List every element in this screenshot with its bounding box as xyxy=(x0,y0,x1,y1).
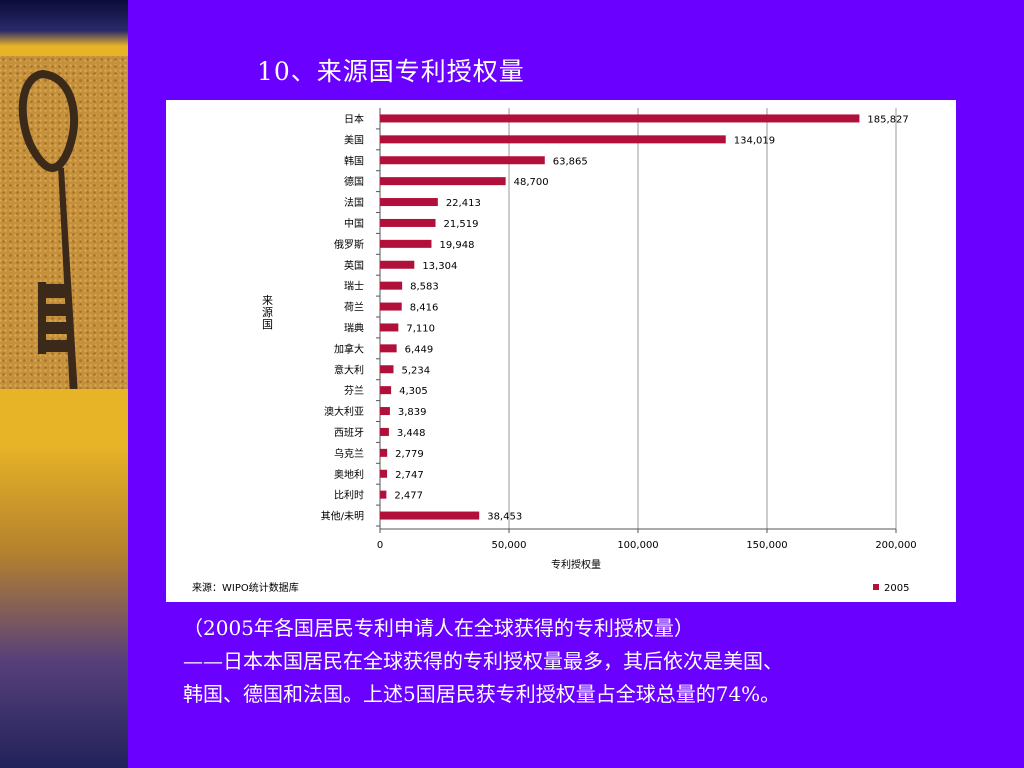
bar xyxy=(380,344,397,353)
legend-swatch xyxy=(873,584,879,590)
category-label: 乌克兰 xyxy=(334,447,364,460)
category-label: 其他/未明 xyxy=(321,510,364,523)
value-label: 8,583 xyxy=(410,282,439,293)
slide-title: 10、来源国专利授权量 xyxy=(257,57,525,86)
bar xyxy=(380,156,545,165)
category-label: 中国 xyxy=(344,217,364,230)
category-label: 加拿大 xyxy=(334,342,364,355)
value-label: 2,747 xyxy=(395,470,424,481)
category-label: 德国 xyxy=(344,175,364,188)
value-label: 134,019 xyxy=(734,135,775,146)
value-label: 3,839 xyxy=(398,407,427,418)
x-tick-label: 150,000 xyxy=(746,540,787,551)
value-label: 19,948 xyxy=(439,240,474,251)
value-label: 63,865 xyxy=(553,156,588,167)
bar xyxy=(380,260,415,269)
bar xyxy=(380,114,860,123)
legend-label: 2005 xyxy=(884,583,909,594)
value-label: 2,477 xyxy=(394,491,423,502)
category-label: 比利时 xyxy=(334,490,364,502)
key-photo xyxy=(0,56,128,389)
category-label: 西班牙 xyxy=(334,427,364,439)
category-label: 日本 xyxy=(344,112,364,125)
value-label: 6,449 xyxy=(405,344,434,355)
category-label: 芬兰 xyxy=(344,384,364,397)
bar xyxy=(380,323,399,332)
value-label: 5,234 xyxy=(402,365,431,376)
category-label: 奥地利 xyxy=(334,468,364,481)
bar xyxy=(380,239,432,248)
value-label: 48,700 xyxy=(514,177,549,188)
value-label: 22,413 xyxy=(446,198,481,209)
category-label: 英国 xyxy=(344,259,364,272)
category-label: 瑞士 xyxy=(344,280,364,293)
bar xyxy=(380,365,394,374)
bar xyxy=(380,281,403,290)
category-label: 俄罗斯 xyxy=(334,238,364,251)
key-icon xyxy=(18,69,79,389)
category-label: 澳大利亚 xyxy=(324,405,364,418)
bar xyxy=(380,177,506,186)
bar xyxy=(380,218,436,227)
category-label: 韩国 xyxy=(344,154,364,167)
category-label: 美国 xyxy=(344,133,364,146)
bar xyxy=(380,302,402,311)
category-label: 意大利 xyxy=(334,363,364,376)
bar xyxy=(380,427,389,436)
value-label: 7,110 xyxy=(406,323,435,334)
value-label: 4,305 xyxy=(399,386,428,397)
caption-line-2: ——日本本国居民在全球获得的专利授权量最多，其后依次是美国、 xyxy=(183,649,783,673)
value-label: 3,448 xyxy=(397,428,426,439)
category-label: 瑞典 xyxy=(344,321,364,334)
x-tick-label: 200,000 xyxy=(875,540,916,551)
value-label: 13,304 xyxy=(422,261,457,272)
value-label: 185,827 xyxy=(867,114,908,125)
category-label: 荷兰 xyxy=(344,301,364,314)
x-tick-label: 100,000 xyxy=(617,540,658,551)
value-label: 21,519 xyxy=(444,219,479,230)
x-tick-label: 0 xyxy=(377,540,383,551)
value-label: 38,453 xyxy=(487,512,522,523)
caption-line-1: （2005年各国居民专利申请人在全球获得的专利授权量） xyxy=(183,616,694,640)
x-axis-label: 专利授权量 xyxy=(551,558,601,571)
bar xyxy=(380,135,726,144)
bar xyxy=(380,511,480,520)
source-note: 来源：WIPO统计数据库 xyxy=(192,581,299,594)
bar-chart: 日本 185,827 美国 134,019 韩国 63,865 德国 48,700 法国 22,4… xyxy=(192,108,917,594)
caption: （2005年各国居民专利申请人在全球获得的专利授权量） ——日本本国居民在全球获… xyxy=(183,612,983,711)
bar xyxy=(380,469,388,478)
value-label: 8,416 xyxy=(410,303,439,314)
bar xyxy=(380,448,388,457)
value-label: 2,779 xyxy=(395,449,424,460)
caption-line-3: 韩国、德国和法国。上述5国居民获专利授权量占全球总量的74%。 xyxy=(183,682,781,706)
chart-panel: 日本 185,827 美国 134,019 韩国 63,865 德国 48,700 法国 22,4… xyxy=(166,100,956,602)
bar xyxy=(380,386,392,395)
bar xyxy=(380,407,390,416)
bar xyxy=(380,490,387,499)
x-tick-label: 50,000 xyxy=(492,540,527,551)
category-label: 法国 xyxy=(344,196,364,209)
bar xyxy=(380,198,438,207)
y-axis-label: 来源国 xyxy=(262,294,273,331)
